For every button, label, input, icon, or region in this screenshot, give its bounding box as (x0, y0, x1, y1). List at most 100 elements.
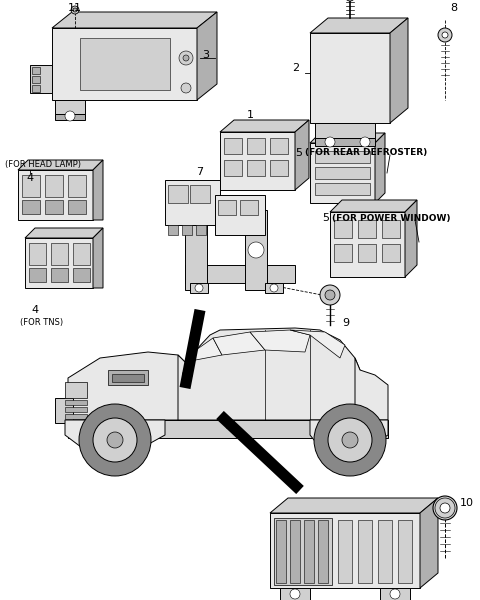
Polygon shape (213, 332, 265, 355)
Bar (168, 225, 178, 235)
Circle shape (314, 404, 386, 476)
Circle shape (93, 418, 137, 462)
Circle shape (79, 404, 151, 476)
Polygon shape (330, 200, 417, 212)
Bar (55, 100, 85, 114)
Bar (25, 238, 93, 288)
Bar (334, 244, 352, 262)
Bar (168, 185, 188, 203)
Bar (22, 200, 40, 214)
Bar (380, 588, 410, 600)
Bar (274, 518, 332, 585)
Bar (29, 243, 46, 265)
Circle shape (248, 242, 264, 258)
Circle shape (107, 432, 123, 448)
Bar (338, 520, 352, 583)
Polygon shape (93, 228, 103, 288)
Polygon shape (178, 328, 360, 420)
Bar (80, 38, 170, 90)
Circle shape (442, 32, 448, 38)
Bar (398, 520, 412, 583)
Bar (265, 283, 283, 293)
Circle shape (345, 0, 355, 1)
Polygon shape (250, 330, 310, 352)
Bar (290, 520, 300, 583)
Bar (220, 132, 295, 190)
Bar (73, 268, 90, 282)
Bar (68, 175, 86, 197)
Text: 2: 2 (292, 63, 299, 73)
Circle shape (179, 51, 193, 65)
Text: (FOR POWER WINDOW): (FOR POWER WINDOW) (332, 214, 451, 223)
Bar (315, 151, 370, 163)
Bar (32, 85, 40, 92)
Bar (315, 123, 375, 138)
Text: 7: 7 (196, 167, 204, 177)
Bar (112, 374, 144, 382)
Bar (334, 220, 352, 238)
Polygon shape (93, 160, 103, 220)
Text: 3: 3 (202, 50, 209, 60)
Bar (51, 268, 68, 282)
Bar (247, 138, 265, 154)
Circle shape (73, 8, 77, 12)
Circle shape (181, 83, 191, 93)
Bar (224, 160, 242, 176)
Polygon shape (405, 200, 417, 277)
Text: 8: 8 (450, 3, 457, 13)
Bar (32, 67, 40, 74)
Circle shape (183, 55, 189, 61)
Bar (73, 243, 90, 265)
Bar (382, 244, 400, 262)
Bar (382, 220, 400, 238)
Circle shape (342, 432, 358, 448)
Bar (30, 65, 52, 93)
Bar (22, 175, 40, 197)
Bar (245, 210, 267, 290)
Text: 9: 9 (342, 318, 349, 328)
Bar (215, 195, 265, 235)
Text: (FOR HEAD LAMP): (FOR HEAD LAMP) (5, 160, 81, 169)
Bar (270, 160, 288, 176)
Circle shape (71, 6, 79, 14)
Bar (318, 520, 328, 583)
Circle shape (195, 284, 203, 292)
Circle shape (440, 503, 450, 513)
Text: 1: 1 (247, 110, 253, 120)
Bar (65, 382, 87, 398)
Bar (270, 138, 288, 154)
Bar (185, 265, 295, 283)
Polygon shape (310, 133, 385, 143)
Circle shape (390, 589, 400, 599)
Circle shape (270, 284, 278, 292)
Bar (378, 520, 392, 583)
Polygon shape (197, 12, 217, 100)
Polygon shape (420, 498, 438, 588)
Bar (304, 520, 314, 583)
Bar (218, 200, 236, 215)
Bar (185, 200, 207, 290)
Bar (358, 520, 372, 583)
Bar (182, 225, 192, 235)
Bar (358, 220, 376, 238)
Bar (310, 33, 390, 123)
Bar (45, 200, 63, 214)
Circle shape (438, 28, 452, 42)
Bar (45, 175, 63, 197)
Polygon shape (295, 120, 309, 190)
Polygon shape (65, 420, 165, 450)
Polygon shape (18, 160, 103, 170)
Bar (65, 400, 87, 405)
Polygon shape (25, 228, 103, 238)
Text: (FOR TNS): (FOR TNS) (20, 317, 63, 326)
Bar (55, 398, 73, 423)
Bar (315, 167, 370, 179)
Bar (51, 243, 68, 265)
Bar (315, 183, 370, 195)
Polygon shape (375, 133, 385, 203)
Bar (310, 143, 375, 203)
Bar (190, 185, 210, 203)
Bar (276, 520, 286, 583)
Bar (32, 76, 40, 83)
Polygon shape (220, 120, 309, 132)
